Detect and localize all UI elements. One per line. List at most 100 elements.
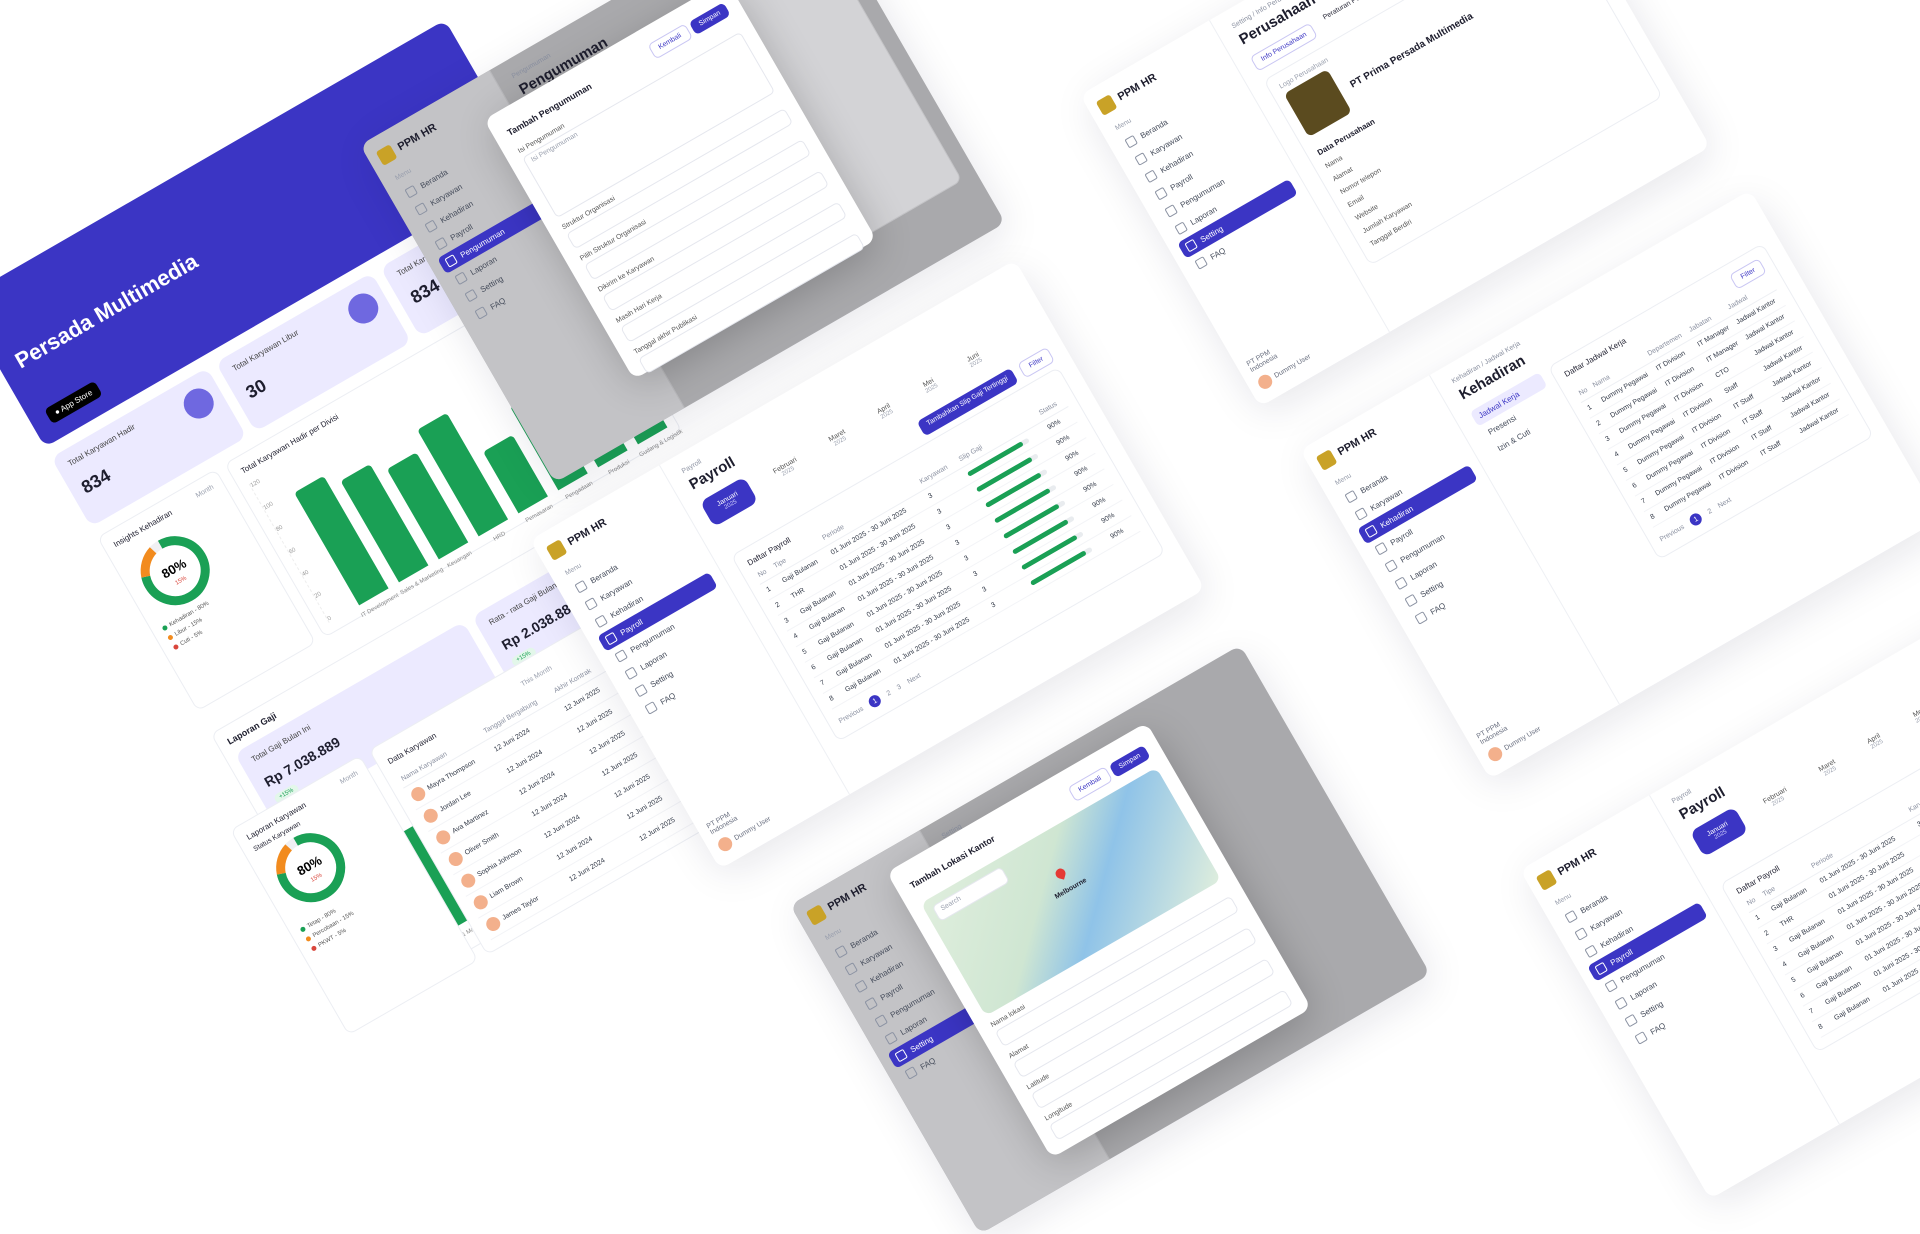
x-tick-label: Produksi bbox=[599, 454, 640, 481]
donut-change: 15% bbox=[310, 872, 324, 884]
avatar bbox=[1256, 372, 1275, 391]
avatar bbox=[1486, 745, 1505, 764]
faq-icon bbox=[474, 306, 488, 320]
next-button[interactable]: Next bbox=[1717, 496, 1733, 509]
previous-button[interactable]: Previous bbox=[1658, 523, 1685, 543]
x-tick-label: Gudang & Logistik bbox=[639, 431, 680, 458]
employee-table-filter[interactable]: This Month bbox=[520, 664, 553, 687]
logo-icon bbox=[806, 904, 828, 926]
payroll-icon bbox=[604, 632, 618, 646]
app-name: PPM HR bbox=[1556, 846, 1599, 878]
payroll-icon bbox=[864, 997, 878, 1011]
previous-button[interactable]: Previous bbox=[838, 705, 865, 725]
pengumuman-icon bbox=[1604, 979, 1618, 993]
sidebar-item-label: FAQ bbox=[1648, 1020, 1666, 1036]
avatar bbox=[484, 914, 503, 933]
employee-report-filter[interactable]: Month bbox=[339, 770, 360, 788]
faq-icon bbox=[904, 1066, 918, 1080]
page-2[interactable]: 2 bbox=[885, 689, 892, 697]
y-tick-label: 60 bbox=[288, 545, 300, 555]
faq-icon bbox=[1634, 1031, 1648, 1045]
page-1[interactable]: 1 bbox=[1688, 511, 1704, 527]
kehadiran-icon bbox=[1584, 944, 1598, 958]
laporan-icon bbox=[1394, 576, 1408, 590]
kehadiran-icon bbox=[424, 219, 438, 233]
payroll-icon bbox=[434, 237, 448, 251]
map-pin-icon[interactable] bbox=[1054, 868, 1066, 880]
laporan-icon bbox=[624, 666, 638, 680]
app-name: PPM HR bbox=[1336, 426, 1379, 458]
y-tick-label: 80 bbox=[275, 523, 287, 533]
karyawan-icon bbox=[1134, 152, 1148, 166]
logo-icon bbox=[1316, 449, 1338, 471]
payroll-icon bbox=[1374, 542, 1388, 556]
laporan-icon bbox=[454, 271, 468, 285]
karyawan-icon bbox=[844, 962, 858, 976]
sidebar-footer: PT PPM Indonesia Dummy User bbox=[1476, 670, 1605, 764]
app-name: PPM HR bbox=[396, 121, 439, 153]
beranda-icon bbox=[574, 580, 588, 594]
x-tick-label: Keuangan bbox=[439, 546, 480, 573]
faq-icon bbox=[1194, 256, 1208, 270]
sidebar-item-label: FAQ bbox=[1208, 245, 1226, 261]
donut-change: 15% bbox=[174, 575, 188, 587]
payroll-icon bbox=[1594, 962, 1608, 976]
setting-icon bbox=[1624, 1014, 1638, 1028]
y-tick-label: 40 bbox=[301, 568, 313, 578]
beranda-icon bbox=[404, 185, 418, 199]
page-1[interactable]: 1 bbox=[867, 693, 883, 709]
pengumuman-icon bbox=[1384, 559, 1398, 573]
pengumuman-icon bbox=[444, 254, 458, 268]
y-tick-label: 20 bbox=[314, 590, 326, 600]
avatar bbox=[421, 806, 440, 825]
laporan-icon bbox=[1614, 996, 1628, 1010]
x-tick-label: Pengadaan bbox=[559, 477, 600, 504]
avatar bbox=[716, 835, 735, 854]
page-2[interactable]: 2 bbox=[1706, 507, 1713, 515]
page-3[interactable]: 3 bbox=[896, 683, 903, 691]
app-store-badge[interactable]: ● App Store bbox=[44, 381, 103, 425]
logo-icon bbox=[1096, 94, 1118, 116]
x-tick-label: IT Development bbox=[360, 592, 401, 619]
faq-icon bbox=[644, 701, 658, 715]
y-tick-label: 0 bbox=[327, 612, 339, 622]
kehadiran-icon bbox=[1364, 524, 1378, 538]
pengumuman-icon bbox=[1164, 204, 1178, 218]
map-city-label: Melbourne bbox=[1054, 877, 1088, 901]
avatar bbox=[459, 871, 478, 890]
setting-icon bbox=[1404, 594, 1418, 608]
karyawan-icon bbox=[1574, 927, 1588, 941]
beranda-icon bbox=[834, 945, 848, 959]
next-button[interactable]: Next bbox=[906, 672, 922, 685]
karyawan-icon bbox=[584, 597, 598, 611]
setting-icon bbox=[634, 684, 648, 698]
kehadiran-icon bbox=[594, 614, 608, 628]
pengumuman-icon bbox=[874, 1014, 888, 1028]
x-tick-label: HRD bbox=[479, 523, 520, 550]
insight-filter[interactable]: Month bbox=[195, 484, 216, 502]
setting-icon bbox=[894, 1049, 908, 1063]
beranda-icon bbox=[1124, 135, 1138, 149]
logo-icon bbox=[376, 144, 398, 166]
sidebar-item-label: FAQ bbox=[488, 295, 506, 311]
setting-icon bbox=[464, 289, 478, 303]
app-store-label: App Store bbox=[59, 388, 94, 414]
app-name: PPM HR bbox=[566, 516, 609, 548]
karyawan-icon bbox=[414, 202, 428, 216]
laporan-icon bbox=[884, 1031, 898, 1045]
logo-icon bbox=[546, 539, 568, 561]
pengumuman-icon bbox=[614, 649, 628, 663]
y-tick-label: 120 bbox=[250, 479, 262, 489]
beranda-icon bbox=[1344, 490, 1358, 504]
faq-icon bbox=[1414, 611, 1428, 625]
app-name: PPM HR bbox=[1116, 71, 1159, 103]
